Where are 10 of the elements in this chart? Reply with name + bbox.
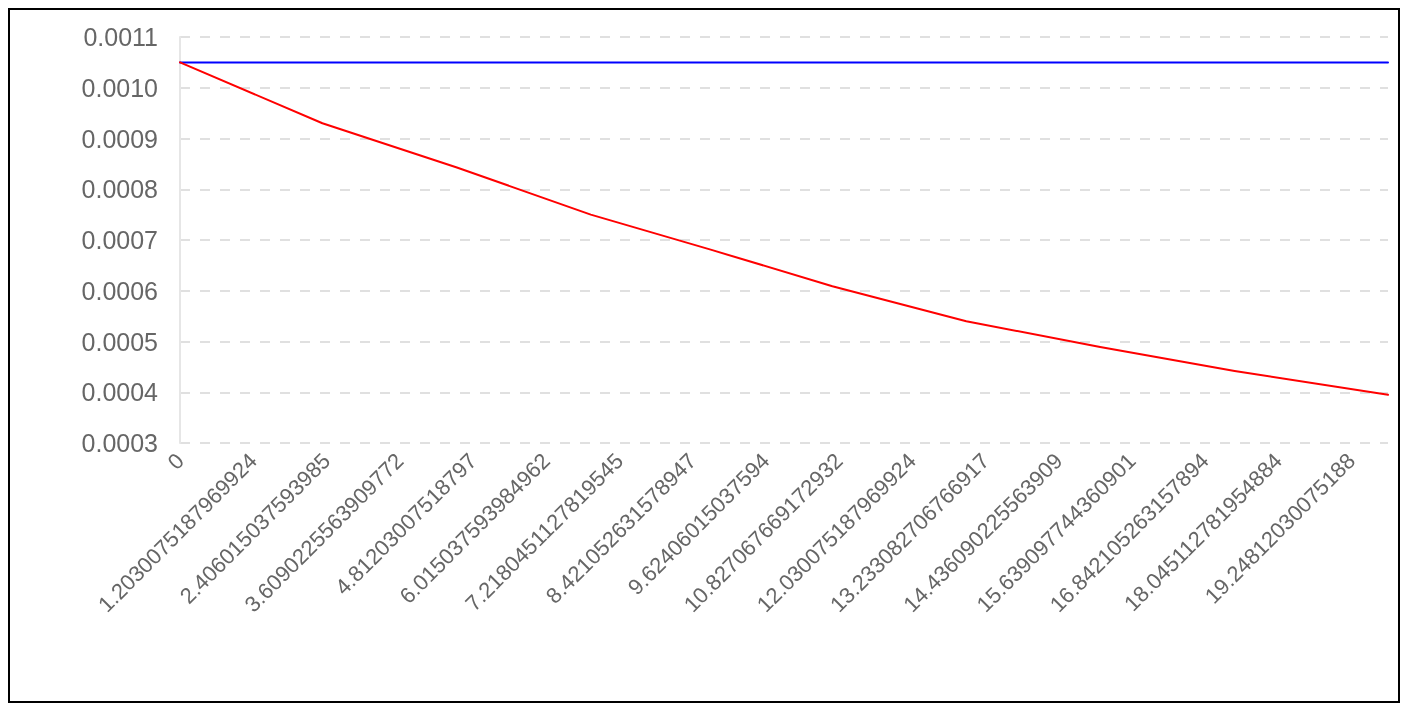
y-tick-label: 0.0009 bbox=[81, 124, 158, 153]
y-tick-label: 0.0004 bbox=[81, 378, 159, 407]
y-tick-label: 0.0011 bbox=[83, 23, 158, 51]
y-tick-label: 0.0006 bbox=[81, 276, 158, 305]
y-tick-label: 0.0008 bbox=[81, 175, 158, 204]
y-tick-label: 0.0007 bbox=[81, 226, 158, 254]
y-tick-label: 0.0005 bbox=[81, 327, 158, 356]
y-tick-label: 0.0010 bbox=[81, 73, 158, 102]
y-tick-label: 0.0003 bbox=[81, 429, 158, 457]
line-series bbox=[179, 61, 1389, 396]
